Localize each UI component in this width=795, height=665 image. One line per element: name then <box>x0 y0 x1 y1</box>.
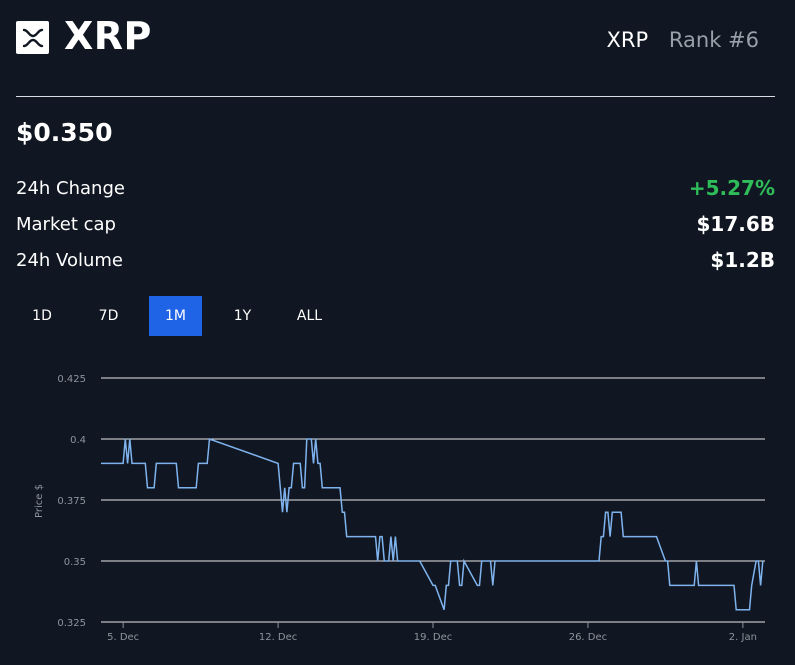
stat-row-24h-change: 24h Change +5.27% <box>16 176 775 204</box>
coin-name: XRP <box>64 14 152 58</box>
tab-all[interactable]: ALL <box>296 308 323 324</box>
y-tick-label: 0.425 <box>57 374 86 385</box>
coin-rank: Rank #6 <box>668 28 759 52</box>
tab-1m[interactable]: 1M <box>149 296 202 336</box>
stat-label: 24h Change <box>16 178 125 199</box>
xrp-logo-icon <box>16 21 49 54</box>
stat-row-24h-volume: 24h Volume $1.2B <box>16 248 775 276</box>
x-tick-label: 5. Dec <box>107 632 139 643</box>
stat-value: $17.6B <box>696 212 775 236</box>
stat-value: +5.27% <box>688 176 775 200</box>
stat-value: $1.2B <box>710 248 775 272</box>
price-chart: Price $ 0.425 0.4 0.375 0.35 0.325 5. Dec 12.… <box>34 374 765 643</box>
stat-label: Market cap <box>16 214 116 235</box>
tab-7d[interactable]: 7D <box>98 308 119 324</box>
price-series-line <box>101 437 764 611</box>
header-divider <box>16 96 775 97</box>
x-tick-label: 26. Dec <box>569 632 607 643</box>
tab-1y[interactable]: 1Y <box>233 308 252 324</box>
y-axis-label: Price $ <box>34 484 45 518</box>
y-tick-label: 0.35 <box>64 557 86 568</box>
x-tick-label: 2. Jan <box>729 632 757 643</box>
x-tick-label: 19. Dec <box>414 632 452 643</box>
timeframe-tabs: 1D 7D 1M 1Y ALL <box>16 296 350 336</box>
stat-row-market-cap: Market cap $17.6B <box>16 212 775 240</box>
y-tick-label: 0.4 <box>70 435 86 446</box>
coin-symbol: XRP <box>606 28 649 52</box>
y-tick-label: 0.325 <box>57 618 86 629</box>
tab-1d[interactable]: 1D <box>32 308 52 324</box>
header-meta: XRP Rank #6 <box>607 28 759 52</box>
x-tick-label: 12. Dec <box>259 632 297 643</box>
y-tick-label: 0.375 <box>57 496 86 507</box>
current-price: $0.350 <box>16 118 113 147</box>
stat-label: 24h Volume <box>16 250 123 271</box>
